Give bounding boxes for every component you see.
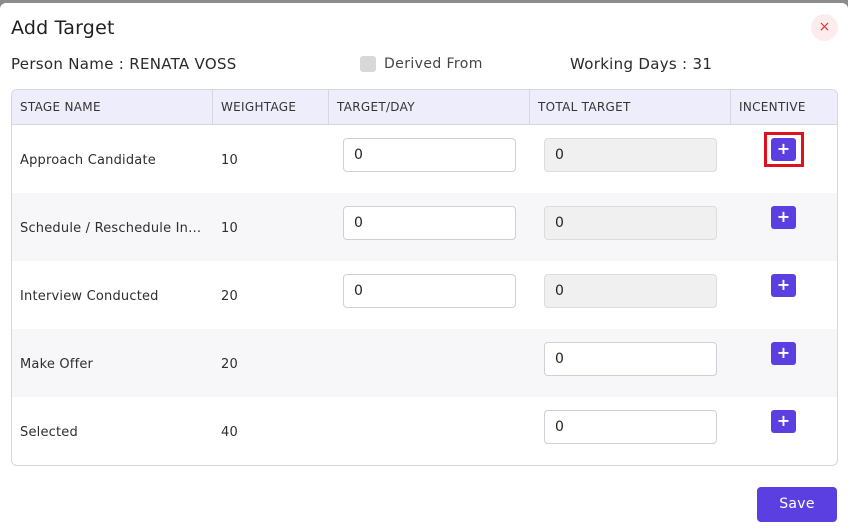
working-days: Working Days : 31	[570, 55, 713, 73]
info-row: Person Name : RENATA VOSS Derived From W…	[0, 55, 848, 79]
header-total-target: TOTAL TARGET	[530, 90, 731, 124]
stage-cell: Approach Candidate	[12, 125, 213, 193]
table-row: Interview Conducted 20 +	[12, 261, 837, 329]
weightage-cell: 20	[213, 329, 329, 397]
table-row: Schedule / Reschedule Interview 10 +	[12, 193, 837, 261]
total-target-cell	[530, 125, 731, 193]
highlight-box	[764, 132, 804, 167]
save-button[interactable]: Save	[757, 487, 837, 522]
derived-from-toggle[interactable]: Derived From	[360, 56, 483, 72]
header-incentive: INCENTIVE	[739, 100, 806, 114]
incentive-cell: +	[731, 329, 837, 397]
stage-cell: Interview Conducted	[12, 261, 213, 329]
person-name: Person Name : RENATA VOSS	[11, 55, 237, 73]
total-target-input	[544, 138, 717, 172]
table-row: Make Offer 20 +	[12, 329, 837, 397]
total-target-cell	[530, 329, 731, 397]
table-header: STAGE NAME WEIGHTAGE TARGET/DAY TOTAL TA…	[12, 90, 837, 125]
total-target-cell	[530, 261, 731, 329]
incentive-cell: +	[731, 397, 837, 465]
total-target-input[interactable]	[544, 410, 717, 444]
incentive-cell: +	[731, 193, 837, 261]
table-row: Selected 40 +	[12, 397, 837, 465]
total-target-input[interactable]	[544, 342, 717, 376]
weightage-value: 10	[221, 221, 238, 236]
derived-from-checkbox[interactable]	[360, 56, 376, 72]
stage-name: Interview Conducted	[20, 289, 159, 304]
add-incentive-icon[interactable]: +	[771, 342, 796, 365]
add-incentive-icon[interactable]: +	[771, 410, 796, 433]
total-target-input	[544, 206, 717, 240]
target-table: STAGE NAME WEIGHTAGE TARGET/DAY TOTAL TA…	[11, 89, 838, 466]
close-icon[interactable]: ×	[811, 14, 838, 41]
target-day-input[interactable]	[343, 138, 516, 172]
weightage-value: 20	[221, 357, 238, 372]
incentive-cell: +	[731, 261, 837, 329]
header-stage-name: STAGE NAME	[12, 90, 213, 124]
target-day-cell	[329, 125, 530, 193]
stage-name: Make Offer	[20, 357, 94, 372]
header-target-day: TARGET/DAY	[329, 90, 530, 124]
stage-name: Selected	[20, 425, 78, 440]
target-day-input[interactable]	[343, 206, 516, 240]
target-day-input[interactable]	[343, 274, 516, 308]
target-day-cell	[329, 261, 530, 329]
weightage-cell: 40	[213, 397, 329, 465]
table-row: Approach Candidate 10 +	[12, 125, 837, 193]
target-day-cell	[329, 193, 530, 261]
weightage-value: 10	[221, 153, 238, 168]
stage-name: Approach Candidate	[20, 153, 156, 168]
stage-name: Schedule / Reschedule Interview	[20, 221, 205, 236]
modal-title: Add Target	[11, 17, 115, 39]
add-incentive-icon[interactable]: +	[771, 274, 796, 297]
target-day-cell	[329, 397, 530, 465]
total-target-cell	[530, 193, 731, 261]
total-target-input	[544, 274, 717, 308]
add-incentive-icon[interactable]: +	[771, 206, 796, 229]
incentive-cell: +	[731, 125, 837, 193]
header-weightage: WEIGHTAGE	[213, 90, 329, 124]
weightage-value: 20	[221, 289, 238, 304]
weightage-value: 40	[221, 425, 238, 440]
stage-cell: Selected	[12, 397, 213, 465]
derived-from-label: Derived From	[384, 56, 483, 72]
add-target-modal: Add Target × Person Name : RENATA VOSS D…	[0, 3, 848, 532]
add-incentive-icon[interactable]: +	[771, 138, 796, 161]
weightage-cell: 20	[213, 261, 329, 329]
weightage-cell: 10	[213, 193, 329, 261]
target-day-cell	[329, 329, 530, 397]
stage-cell: Make Offer	[12, 329, 213, 397]
total-target-cell	[530, 397, 731, 465]
stage-cell: Schedule / Reschedule Interview	[12, 193, 213, 261]
weightage-cell: 10	[213, 125, 329, 193]
